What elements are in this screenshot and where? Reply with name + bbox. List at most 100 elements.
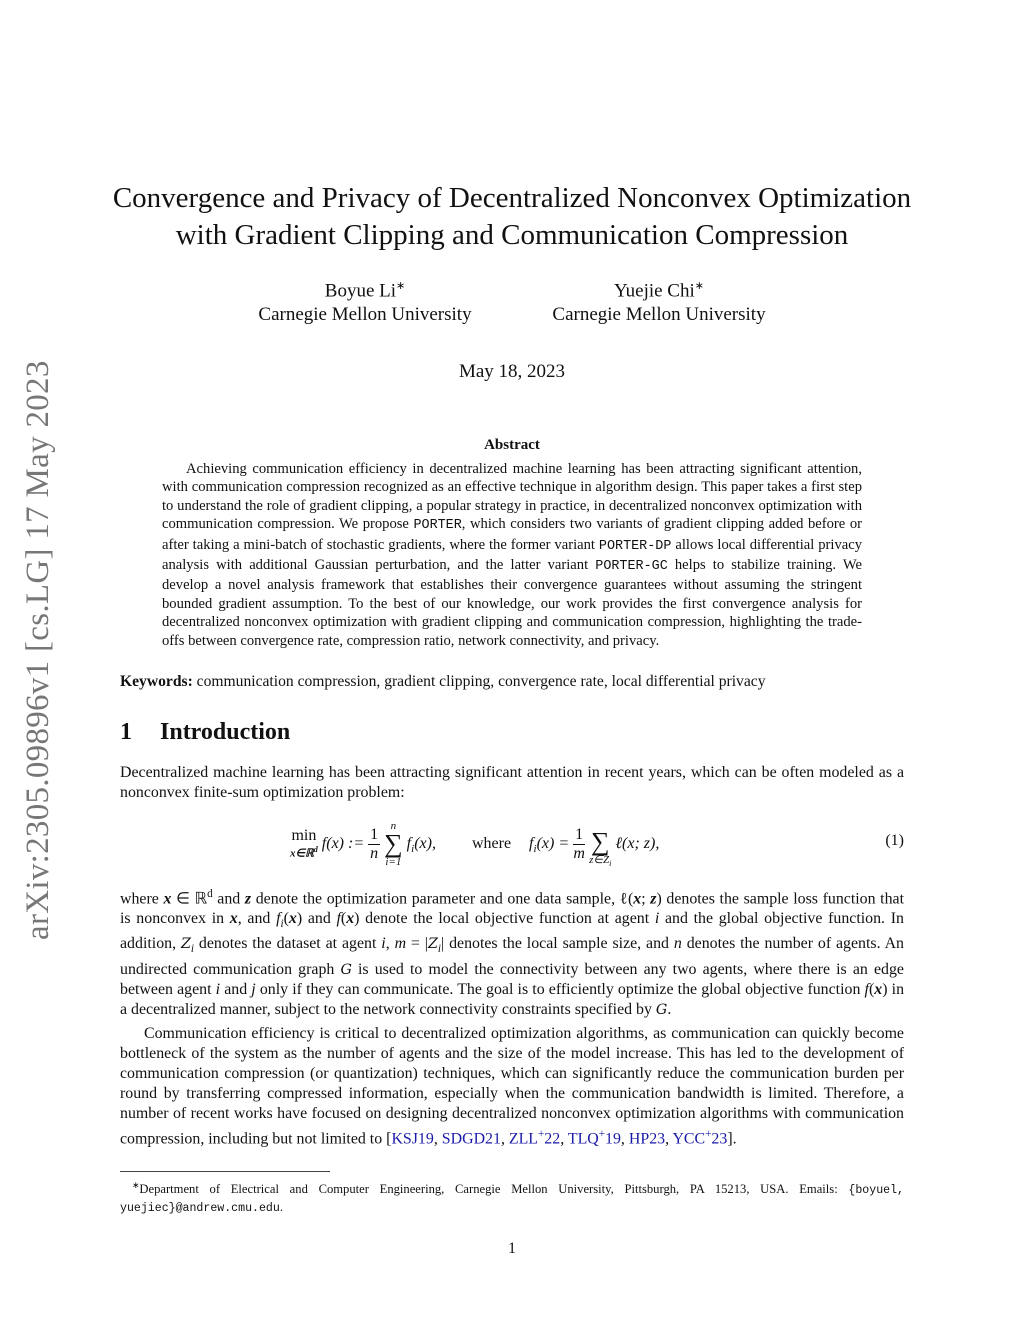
author-affiliation: Carnegie Mellon University: [552, 304, 766, 326]
eq-sub: i: [533, 842, 537, 855]
text-segment: f: [276, 910, 281, 928]
eq-term: f: [406, 834, 412, 852]
keywords-label: Keywords:: [120, 673, 193, 690]
text-segment: G: [340, 961, 352, 978]
section-heading: 1 Introduction: [120, 719, 290, 746]
author-name: Yuejie Chi: [614, 280, 695, 302]
author-mark: ∗: [694, 280, 704, 292]
citation-link[interactable]: SDGD21: [441, 1130, 501, 1148]
text-segment: ,: [620, 1130, 629, 1148]
text-segment: n: [673, 935, 682, 953]
text-segment: ,: [500, 1130, 509, 1148]
paragraph: where x ∈ ℝd and z denote the optimizati…: [120, 884, 904, 1020]
text-segment: Achieving communication efficiency in de…: [162, 461, 862, 533]
title-line: with Gradient Clipping and Communication…: [175, 219, 849, 251]
text-segment: i: [437, 943, 441, 956]
text-segment: x: [346, 910, 355, 928]
text-segment: x: [288, 910, 297, 928]
text-segment: ) in a decentralized manner, subject to …: [120, 980, 905, 1018]
citation-link[interactable]: KSJ19: [391, 1130, 434, 1148]
text-segment: x: [163, 890, 172, 908]
text-segment: G: [655, 1001, 668, 1018]
text-segment: | denotes the local sample size, and: [441, 935, 674, 953]
sum-lower: z∈Z: [589, 854, 610, 866]
text-segment: ,: [665, 1130, 673, 1148]
eq-arg: (x) =: [536, 834, 570, 852]
text-segment: f: [336, 910, 341, 928]
text-segment: ∈ ℝ: [171, 890, 208, 908]
eq-where: where: [471, 834, 512, 852]
paragraph: Communication efficiency is critical to …: [120, 1024, 904, 1149]
citation-link[interactable]: +: [598, 1128, 606, 1140]
text-segment: ) denotes the sample loss function that …: [120, 890, 905, 928]
abstract-heading: Abstract: [484, 437, 540, 453]
keywords: Keywords: communication compression, gra…: [120, 673, 910, 691]
abstract-text: Achieving communication efficiency in de…: [162, 460, 862, 650]
text-segment: allows local differential privacy analys…: [162, 536, 862, 574]
text-segment: where: [120, 890, 164, 908]
footnote: ∗Department of Electrical and Computer E…: [120, 1177, 904, 1217]
eq-lhs: f(x) :=: [321, 834, 365, 852]
citation-link[interactable]: 23: [711, 1130, 728, 1148]
paper-title: Convergence and Privacy of Decentralized…: [0, 180, 1024, 254]
text-segment: and: [220, 980, 252, 998]
eq-term: ℓ(x; z),: [615, 834, 660, 852]
text-segment: i: [654, 910, 660, 928]
text-segment: i: [215, 980, 221, 998]
citation-link[interactable]: 22: [544, 1130, 561, 1148]
sum-operator: ∑ z∈Zi: [589, 827, 612, 869]
section-number: 1: [120, 719, 132, 745]
paragraph: Decentralized machine learning has been …: [120, 763, 904, 803]
text-segment: x: [229, 910, 238, 928]
text-segment: (: [340, 910, 347, 928]
eq-sub: i: [411, 842, 415, 855]
text-segment: denote the optimization parameter and on…: [251, 890, 634, 908]
text-segment: denotes the number of agents. An undirec…: [120, 935, 904, 978]
equation-number: (1): [885, 832, 904, 849]
text-segment: only if they can communicate. The goal i…: [255, 980, 865, 998]
text-segment: helps to stabilize training. We develop …: [162, 557, 862, 649]
min-subscript-sup: d: [313, 845, 318, 855]
denominator: m: [573, 844, 585, 862]
text-segment: = |: [406, 935, 428, 953]
text-segment: {boyuel, yuejiec}@andrew.cmu.edu: [120, 1184, 904, 1216]
min-operator: min x∈ℝd: [290, 828, 318, 860]
text-segment: i: [280, 918, 284, 931]
date: May 18, 2023: [458, 361, 566, 382]
text-segment: x: [633, 890, 642, 908]
text-segment: d: [207, 888, 213, 900]
text-segment: ].: [727, 1130, 737, 1148]
text-segment: Communication efficiency is critical to …: [120, 1025, 904, 1148]
text-segment: .: [667, 1000, 672, 1018]
sum-lower-sub: i: [609, 859, 612, 869]
text-segment: is used to model the connectivity betwee…: [120, 960, 904, 998]
text-segment: ,: [560, 1130, 568, 1148]
numerator: 1: [573, 825, 586, 845]
text-segment: ) denote the local objective function at…: [354, 910, 655, 928]
eq-arg: (x),: [414, 834, 436, 852]
text-segment: Z: [180, 936, 191, 953]
text-segment: Decentralized machine learning has been …: [120, 764, 904, 801]
citation-link[interactable]: ZLL: [508, 1130, 539, 1148]
citation-link[interactable]: HP23: [628, 1130, 666, 1148]
text-segment: ;: [641, 890, 651, 908]
section-title: Introduction: [160, 719, 291, 745]
author-name: Boyue Li: [324, 280, 397, 302]
citation-link[interactable]: YCC: [672, 1130, 706, 1148]
author-mark: ∗: [396, 280, 406, 292]
numerator: 1: [368, 825, 381, 845]
text-segment: .: [279, 1200, 283, 1215]
page-number: 1: [508, 1240, 516, 1257]
citation-link[interactable]: TLQ: [567, 1130, 599, 1148]
denominator: n: [370, 844, 379, 862]
sum-lower: i=1: [385, 856, 402, 869]
citation-link[interactable]: 19: [605, 1130, 621, 1148]
citation-link[interactable]: +: [705, 1128, 712, 1140]
text-segment: j: [251, 980, 256, 998]
text-segment: and the global objective function. In ad…: [120, 910, 904, 953]
citation-link[interactable]: +: [538, 1128, 545, 1140]
text-segment: f: [864, 980, 869, 998]
text-segment: , and: [237, 910, 277, 928]
